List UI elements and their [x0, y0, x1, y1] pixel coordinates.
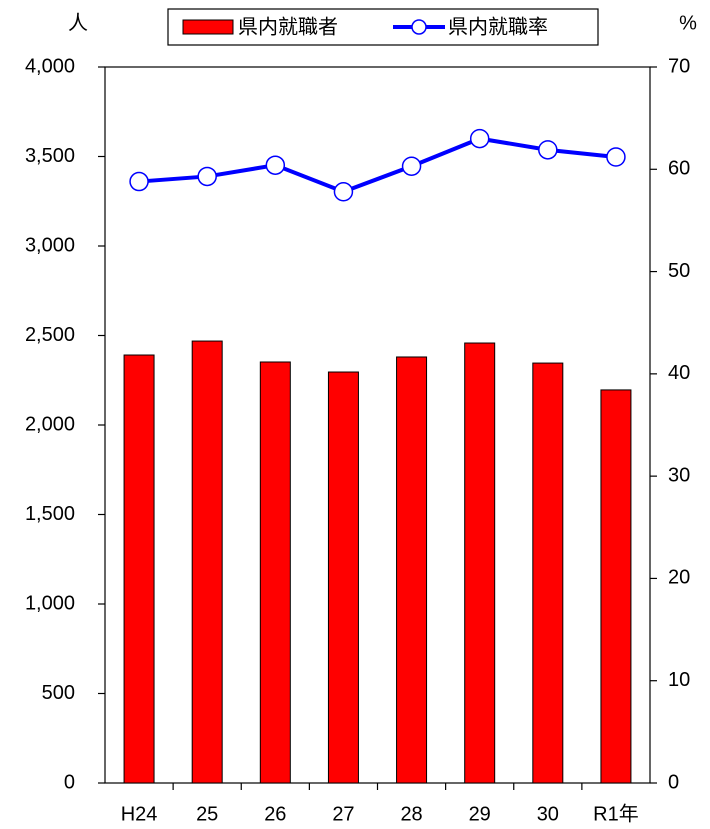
legend-label: 県内就職者 — [238, 15, 338, 38]
legend-box — [167, 8, 599, 46]
x-tick-label: H24 — [121, 803, 158, 825]
y2-tick-label: 30 — [668, 464, 690, 486]
y-tick-label: 3,000 — [25, 234, 75, 256]
y-tick-label: 3,500 — [25, 145, 75, 167]
y-tick-label: 1,000 — [25, 592, 75, 614]
bar — [259, 361, 291, 784]
marker — [129, 171, 149, 192]
y2-tick-label: 50 — [668, 260, 690, 282]
x-tick-label: R1年 — [593, 802, 639, 825]
marker — [538, 140, 558, 160]
y2-tick-label: 20 — [668, 567, 690, 589]
marker — [606, 147, 626, 167]
marker — [333, 182, 354, 202]
bar — [327, 371, 359, 784]
legend-swatch — [182, 19, 234, 35]
y-tick-label: 4,000 — [25, 55, 75, 77]
plot-area — [104, 66, 651, 784]
y2-tick-label: 60 — [668, 158, 690, 180]
marker — [197, 166, 217, 187]
y-unit: 人 — [68, 11, 88, 34]
x-tick-label: 29 — [469, 803, 491, 825]
bar — [464, 342, 496, 784]
x-tick-label: 25 — [196, 803, 218, 825]
y2-tick-label: 40 — [668, 362, 690, 384]
y2-tick-label: 70 — [668, 55, 690, 77]
marker — [401, 156, 422, 176]
line — [138, 136, 617, 194]
y-tick-label: 1,500 — [25, 503, 75, 525]
x-tick-label: 30 — [537, 803, 559, 825]
x-tick-label: 26 — [264, 803, 286, 825]
legend-marker — [411, 19, 427, 35]
y-tick-label: 0 — [64, 771, 75, 793]
bar — [123, 354, 155, 784]
marker — [469, 128, 490, 149]
bar — [600, 389, 632, 784]
y2-unit: % — [679, 12, 697, 34]
bar — [532, 362, 564, 784]
y2-tick-label: 0 — [668, 771, 679, 793]
x-tick-label: 28 — [400, 803, 422, 825]
legend-label: 県内就職率 — [448, 15, 548, 38]
x-tick-label: 27 — [332, 803, 354, 825]
bar — [191, 340, 223, 784]
y2-tick-label: 10 — [668, 669, 690, 691]
marker — [265, 155, 286, 175]
y-tick-label: 2,500 — [25, 324, 75, 346]
y-tick-label: 500 — [42, 682, 75, 704]
bar — [396, 356, 428, 784]
y-tick-label: 2,000 — [25, 413, 75, 435]
